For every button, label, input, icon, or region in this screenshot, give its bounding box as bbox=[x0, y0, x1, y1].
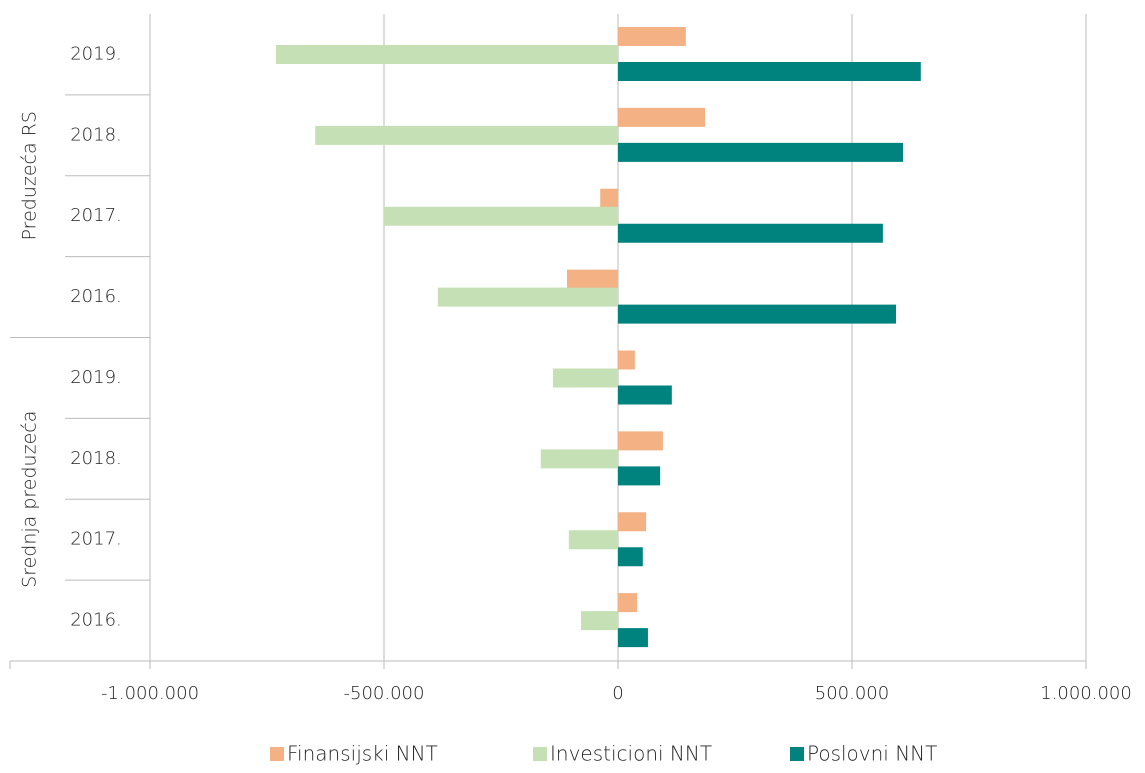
bar bbox=[275, 45, 618, 64]
x-tick-label: 1.000.000 bbox=[1040, 683, 1132, 704]
bar bbox=[566, 269, 618, 289]
legend-swatch bbox=[533, 747, 547, 761]
bar bbox=[618, 142, 904, 162]
x-tick-label: 0 bbox=[612, 683, 623, 704]
y-tick-label: 2017. bbox=[70, 529, 122, 550]
bar bbox=[618, 431, 663, 451]
bar bbox=[618, 466, 661, 486]
bar bbox=[568, 530, 618, 550]
legend-label: Poslovni NNT bbox=[807, 742, 937, 766]
bar bbox=[618, 27, 686, 46]
group-label: Srednja preduzeća bbox=[19, 411, 41, 588]
group-label: Preduzeća RS bbox=[19, 111, 41, 240]
legend-label: Investicioni NNT bbox=[550, 742, 712, 766]
y-tick-label: 2019. bbox=[70, 43, 122, 64]
x-tick-label: -1.000.000 bbox=[101, 683, 199, 704]
bar bbox=[618, 107, 706, 127]
bar bbox=[618, 547, 643, 567]
legend-swatch bbox=[270, 747, 284, 761]
bar bbox=[315, 125, 618, 145]
bar bbox=[618, 62, 921, 81]
bar bbox=[437, 287, 618, 307]
bar bbox=[618, 223, 883, 243]
y-tick-label: 2016. bbox=[70, 286, 122, 307]
bar bbox=[540, 449, 618, 469]
legend-swatch bbox=[790, 747, 804, 761]
bar bbox=[384, 206, 618, 226]
bar bbox=[552, 368, 618, 388]
bar bbox=[618, 628, 648, 648]
bar bbox=[581, 611, 618, 631]
x-tick-label: -500.000 bbox=[344, 683, 425, 704]
y-tick-label: 2018. bbox=[70, 124, 122, 145]
legend-label: Finansijski NNT bbox=[287, 742, 438, 766]
bar bbox=[618, 350, 635, 370]
bar bbox=[618, 512, 647, 532]
y-tick-label: 2019. bbox=[70, 367, 122, 388]
y-tick-label: 2016. bbox=[70, 610, 122, 631]
bar bbox=[600, 188, 618, 208]
bar bbox=[618, 593, 638, 613]
y-tick-label: 2018. bbox=[70, 448, 122, 469]
x-tick-label: 500.000 bbox=[815, 683, 889, 704]
bar bbox=[618, 304, 896, 324]
y-tick-label: 2017. bbox=[70, 205, 122, 226]
bar bbox=[618, 385, 672, 405]
